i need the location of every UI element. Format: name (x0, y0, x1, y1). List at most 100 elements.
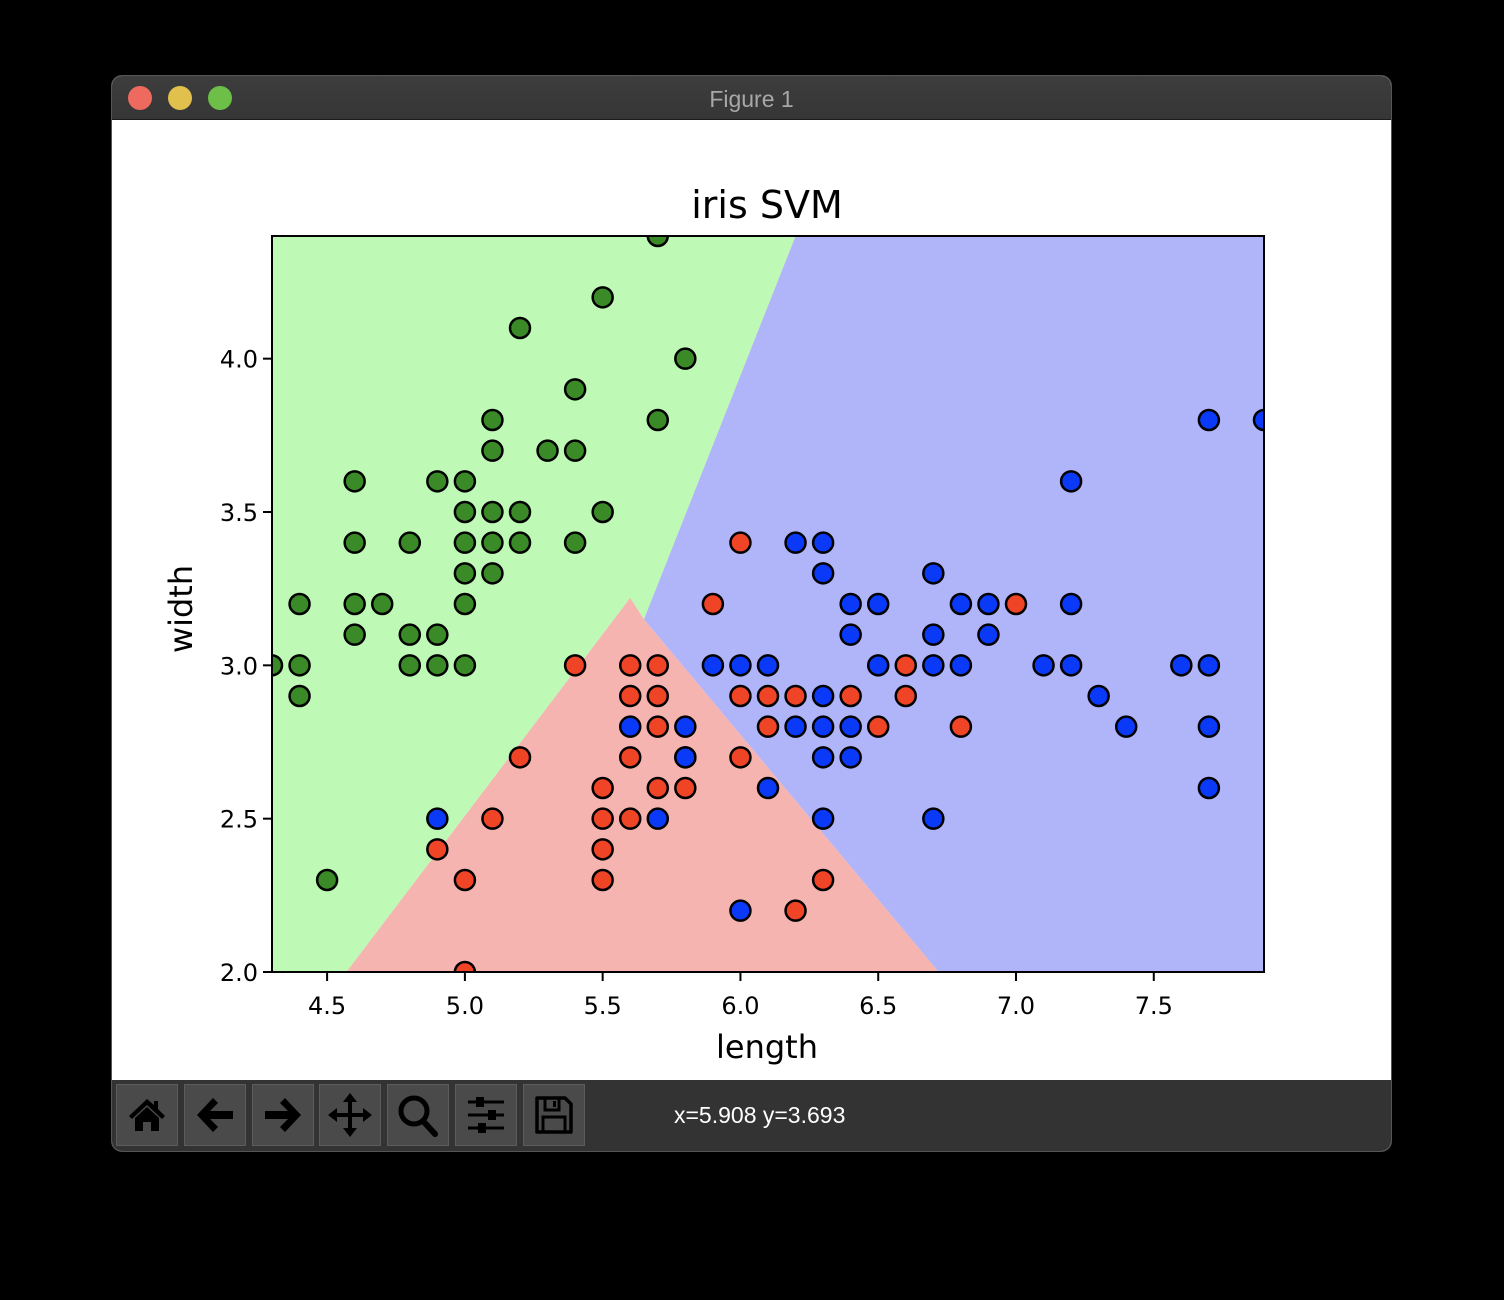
point-versicolor (784, 899, 807, 922)
point-versicolor (646, 776, 670, 800)
cursor-coordinates: x=5.908 y=3.693 (674, 1102, 846, 1128)
point-setosa (591, 286, 614, 309)
point-setosa (288, 592, 311, 616)
point-setosa (288, 684, 311, 708)
y-tick-label: 2.5 (220, 806, 258, 834)
point-versicolor (894, 654, 918, 677)
point-setosa (453, 592, 477, 616)
point-setosa (536, 439, 559, 462)
point-virginica (1087, 684, 1110, 708)
point-versicolor (591, 776, 614, 800)
point-versicolor (453, 868, 477, 892)
point-virginica (1032, 654, 1055, 677)
point-virginica (839, 592, 862, 616)
point-virginica (922, 807, 945, 830)
point-setosa (343, 623, 366, 646)
point-setosa (508, 531, 532, 554)
zoom-rect-button[interactable] (387, 1084, 449, 1146)
point-virginica (811, 715, 835, 738)
point-setosa (370, 592, 394, 616)
point-virginica (949, 654, 973, 677)
point-virginica (784, 715, 807, 738)
x-tick-label: 7.0 (997, 992, 1035, 1020)
point-versicolor (646, 654, 670, 677)
point-setosa (398, 531, 422, 554)
point-versicolor (591, 838, 614, 861)
point-virginica (618, 715, 642, 738)
point-virginica (839, 623, 862, 646)
point-virginica (977, 623, 1000, 646)
minimize-button[interactable] (168, 86, 192, 110)
point-setosa (453, 531, 477, 554)
point-versicolor (701, 592, 725, 616)
chart[interactable]: 4.5 5.0 5.5 6.0 6.5 7.0 7.5 2.0 2.5 3.0 3.5 4.0 ir… (112, 120, 1391, 1080)
point-virginica (1197, 654, 1221, 677)
save-figure-button[interactable] (523, 1084, 585, 1146)
point-virginica (1197, 776, 1221, 800)
point-setosa (453, 562, 477, 585)
close-button[interactable] (128, 86, 152, 110)
point-virginica (866, 654, 890, 677)
configure-subplots-button[interactable] (455, 1084, 517, 1146)
point-versicolor (646, 715, 670, 738)
magnifier-icon (398, 1095, 438, 1137)
point-setosa (272, 654, 284, 677)
title-bar[interactable]: Figure 1 (112, 76, 1391, 120)
point-virginica (1197, 715, 1221, 738)
region-versicolor (346, 597, 939, 972)
point-versicolor (481, 807, 504, 830)
home-button[interactable] (116, 1084, 178, 1146)
move-icon (328, 1093, 372, 1137)
point-setosa (481, 408, 504, 432)
point-virginica (426, 807, 449, 830)
point-setosa (288, 654, 311, 677)
arrow-right-icon (265, 1098, 301, 1132)
point-setosa (563, 439, 587, 462)
point-virginica (1197, 408, 1221, 432)
point-virginica (839, 715, 862, 738)
point-versicolor (674, 776, 697, 800)
point-virginica (977, 592, 1000, 616)
x-tick-label: 6.5 (859, 992, 897, 1020)
point-versicolor (618, 684, 642, 708)
point-virginica (949, 592, 973, 616)
point-versicolor (866, 715, 890, 738)
point-setosa (674, 347, 697, 370)
point-setosa (481, 562, 504, 585)
point-versicolor (1004, 592, 1028, 616)
chart-title: iris SVM (691, 183, 843, 227)
figure-window: Figure 1 4.5 5.0 5.5 6.0 6.5 7.0 7.5 2.0 2.5 3.0… (112, 76, 1391, 1151)
point-virginica (866, 592, 890, 616)
point-virginica (784, 531, 807, 554)
back-button[interactable] (184, 1084, 246, 1146)
point-versicolor (729, 746, 752, 769)
figure-canvas[interactable]: 4.5 5.0 5.5 6.0 6.5 7.0 7.5 2.0 2.5 3.0 3.5 4.0 ir… (112, 120, 1391, 1080)
point-setosa (398, 623, 422, 646)
point-versicolor (756, 715, 780, 738)
floppy-disk-icon (535, 1096, 573, 1134)
sliders-icon (468, 1097, 504, 1133)
point-setosa (343, 531, 366, 554)
y-tick-label: 4.0 (220, 346, 258, 374)
point-versicolor (508, 746, 532, 769)
point-setosa (426, 623, 449, 646)
window-title: Figure 1 (709, 86, 794, 112)
point-versicolor (646, 684, 670, 708)
point-virginica (811, 562, 835, 585)
x-tick-label: 5.0 (446, 992, 484, 1020)
scatter-points (272, 236, 1264, 972)
pan-button[interactable] (319, 1084, 381, 1146)
point-versicolor (591, 868, 614, 892)
point-virginica (674, 746, 697, 769)
point-virginica (1059, 470, 1083, 493)
forward-button[interactable] (252, 1084, 314, 1146)
point-setosa (508, 500, 532, 524)
arrow-left-icon (197, 1098, 233, 1132)
point-versicolor (618, 807, 642, 830)
point-versicolor (949, 715, 973, 738)
y-tick-label: 3.0 (220, 652, 258, 680)
zoom-window-button[interactable] (208, 86, 232, 110)
point-virginica (756, 654, 780, 677)
point-setosa (563, 531, 587, 554)
point-versicolor (591, 807, 614, 830)
